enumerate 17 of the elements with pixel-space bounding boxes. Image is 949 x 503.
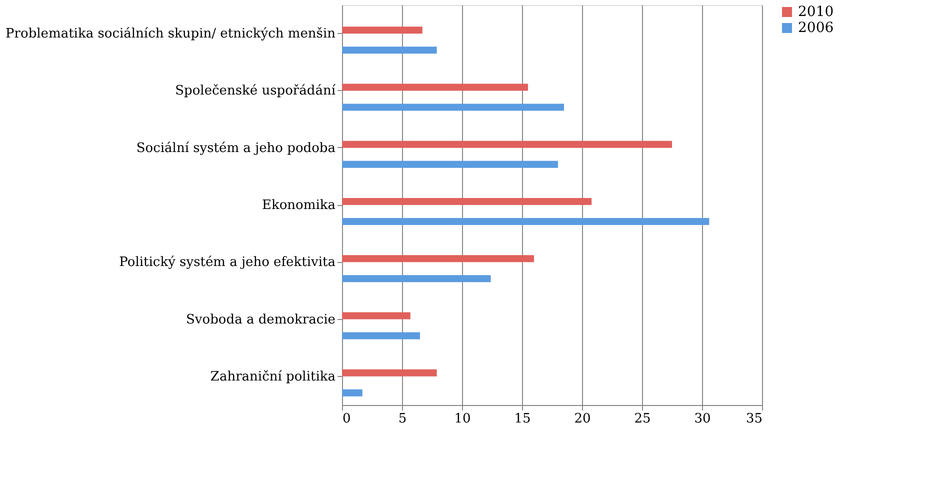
legend-label: 2010 [798,4,834,20]
x-tick-label: 0 [342,412,351,426]
x-tick-label: 10 [454,412,471,426]
x-tick-label: 15 [514,412,531,426]
y-tick-label: Svoboda a demokracie [186,312,336,328]
y-tick-label: Ekonomika [262,198,336,213]
y-tick-label: Politický systém a jeho efektivita [119,255,336,270]
y-tick-label: Zahraniční politika [210,369,336,384]
x-tick-label: 20 [574,412,591,426]
y-tick-label: Sociální systém a jeho podoba [136,140,336,156]
x-tick-label: 35 [746,412,762,426]
y-tick-label: Problematika sociálních skupin/ etnických menšin [6,26,336,42]
x-tick-label: 5 [398,412,407,426]
legend-label: 2006 [798,20,834,36]
y-tick-label: Společenské uspořádání [175,84,336,99]
x-tick-label: 25 [634,412,651,426]
x-tick-label: 30 [694,412,711,426]
